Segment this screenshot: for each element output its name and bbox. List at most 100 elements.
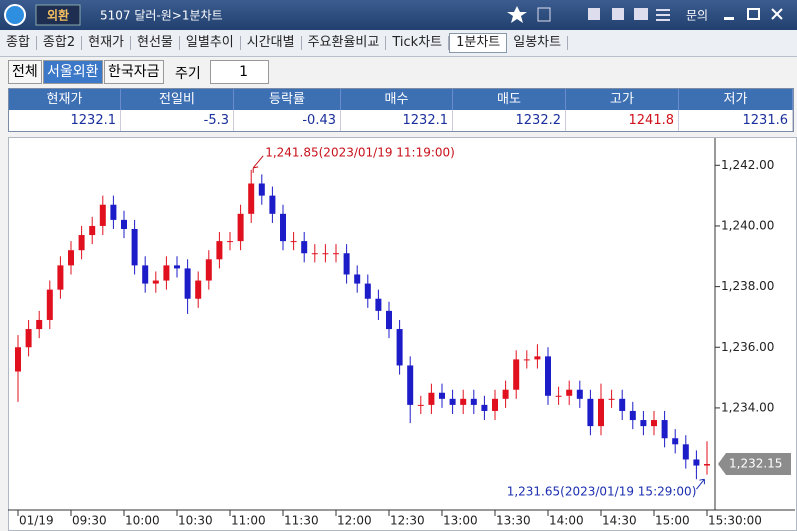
candle-body [460,398,467,405]
candle-body [110,204,117,220]
x-tick-label: 14:00 [549,514,584,528]
candle-body [248,183,255,214]
y-tick-label: 1,234.00 [721,400,774,414]
column-header: 매수 [341,89,453,110]
tab-bar: 종합 종합2 현재가 현선물 일별추이 시간대별 주요환율비교 Tick차트 1분차트 일봉차트 [0,30,797,57]
column-header: 등락률 [234,89,341,110]
y-tick-label: 1,238.00 [721,279,774,293]
cell-value: -5.3 [121,110,234,131]
candle-body [142,265,149,284]
candle-body [523,359,530,361]
tab[interactable]: Tick차트 [386,36,450,50]
candle-body [280,213,286,242]
candle-body [322,253,329,255]
candle-body [598,398,604,427]
column-header: 매도 [453,89,566,110]
x-tick-label: 14:30 [602,514,637,528]
window-badge: 외환 [47,8,69,23]
column-header: 저가 [679,89,793,110]
candle-body [534,356,541,360]
candle-body [682,444,689,460]
toolbar: 전체 서울외환 한국자금 주기 1 [0,58,797,86]
tab[interactable]: 일별추이 [180,36,241,50]
window-title: 5107 달러-원>1분차트 [100,9,223,23]
column-header: 전일비 [121,89,234,110]
candle-body [195,280,202,299]
candle-body [651,420,657,427]
candle-body [396,329,403,366]
tab[interactable]: 주요환율비교 [302,36,387,50]
x-tick-label: 10:30 [178,514,213,528]
candle-body [619,398,626,411]
candle-body [131,228,138,266]
x-tick-label: 11:00 [231,514,266,528]
tab[interactable]: 일봉차트 [507,36,569,50]
cell-value: 1241.8 [566,110,679,131]
candle-body [587,398,594,427]
candle-body [15,347,21,372]
candle-body [354,274,361,284]
candle-body [78,235,85,251]
candle-body [407,365,414,405]
candle-body [629,410,636,421]
candle-body [640,420,647,427]
menu-button[interactable]: 문의 [686,9,708,23]
column-header: 고가 [566,89,679,110]
cell-value: 1232.1 [9,110,121,131]
candle-body [290,241,297,243]
candle-body [89,225,96,236]
candle-body [672,438,679,445]
y-tick-label: 1,242.00 [721,158,774,172]
candle-body [99,204,106,226]
candle-body [152,280,159,284]
x-tick-label: 09:30 [72,514,107,528]
tab[interactable]: 현재가 [82,36,132,50]
candle-body [566,389,573,396]
candle-body [449,398,456,405]
candle-body [216,241,223,260]
candle-body [205,259,212,281]
period-input[interactable]: 1 [210,60,269,84]
candle-body [121,219,127,229]
title-bar: 외환 5107 달러-원>1분차트 문의 [0,0,797,30]
x-tick-label: 11:30 [284,514,319,528]
period-label: 주기 [175,66,201,82]
last-price-label: 1,232.15 [729,457,782,471]
y-tick-label: 1,236.00 [721,340,774,354]
candle-body [57,265,64,290]
candle-body [576,389,583,399]
candle-body [513,359,520,390]
candle-body [68,250,74,266]
candle-body [25,329,32,348]
x-tick-label: 13:30 [496,514,531,528]
toolbar-button[interactable]: 서울외환 [43,60,103,84]
last-price-badge [718,453,791,476]
tab[interactable]: 종합2 [37,36,83,50]
candle-body [470,398,477,405]
candle-body [333,253,339,255]
candle-body [301,241,308,254]
candle-body [343,253,350,275]
candle-body [174,265,180,269]
annotation-arrow [696,478,705,490]
candle-body [46,289,53,320]
candle-body [364,283,371,299]
cell-value: 1231.6 [679,110,793,131]
tab[interactable]: 현선물 [131,36,180,50]
candle-body [375,298,382,311]
candle-body [227,241,233,243]
cell-value: 1232.2 [453,110,566,131]
candle-body [545,356,551,396]
tab[interactable]: 시간대별 [241,36,302,50]
tab[interactable]: 1분차트 [449,33,508,53]
toolbar-button[interactable]: 한국자금 [104,60,164,84]
candle-body [311,253,318,255]
x-tick-label: 12:00 [337,514,372,528]
toolbar-button[interactable]: 전체 [8,60,42,84]
quote-table: 현재가 전일비 등락률 매수 매도 고가 저가 1232.1 -5.3 -0.43 1232.1 12… [8,88,794,132]
x-tick-label: 13:00 [443,514,478,528]
x-tick-label: 15:30:00 [708,514,762,528]
tab[interactable]: 종합 [0,36,37,50]
candle-body [417,404,424,406]
